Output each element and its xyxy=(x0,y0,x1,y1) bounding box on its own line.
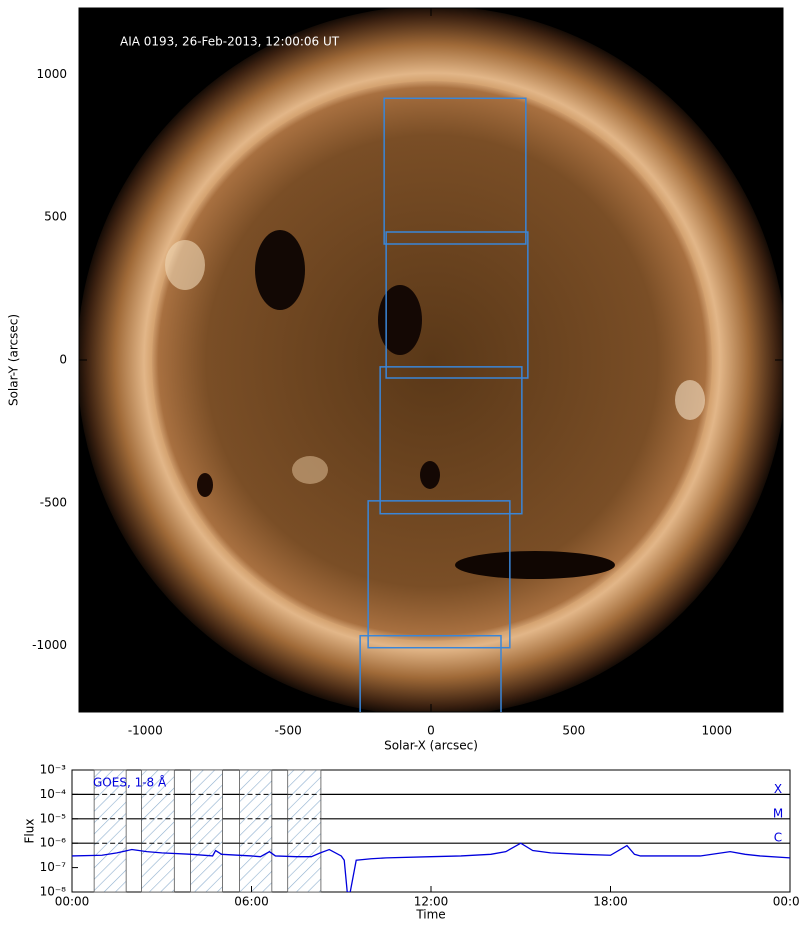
fov-box xyxy=(379,366,523,515)
series xyxy=(72,842,790,892)
y-tick-label: 10⁻⁷ xyxy=(40,860,67,874)
x-tick-label: 18:00 xyxy=(593,895,628,909)
solar-image xyxy=(79,8,783,712)
x-tick-label: -500 xyxy=(275,724,302,738)
x-tick-label: 06:00 xyxy=(234,895,269,909)
x-tick-label: -1000 xyxy=(128,724,163,738)
flux-line xyxy=(72,842,790,892)
level-label: X xyxy=(774,782,782,796)
x-tick-label: 12:00 xyxy=(414,895,449,909)
interval xyxy=(93,769,127,893)
interval xyxy=(239,769,273,893)
y-axis-label: Flux xyxy=(23,819,37,844)
y-tick-label: 1000 xyxy=(36,67,67,81)
fov-box xyxy=(385,231,529,379)
level-label: M xyxy=(773,806,783,820)
x-tick-label: 00:00 xyxy=(773,895,799,909)
interval xyxy=(141,769,175,893)
x-tick-label: 1000 xyxy=(701,724,732,738)
x-tick-label: 500 xyxy=(562,724,585,738)
fov-box xyxy=(367,500,511,649)
fov-box xyxy=(383,97,527,245)
plot-frame xyxy=(71,769,791,893)
y-tick-label: 10⁻³ xyxy=(40,763,67,777)
level-label: C xyxy=(774,831,782,845)
annotation: AIA 0193, 26-Feb-2013, 12:00:06 UT xyxy=(120,35,340,49)
y-tick-label: -1000 xyxy=(32,638,67,652)
y-axis-label: Solar-Y (arcsec) xyxy=(7,314,21,406)
x-tick-label: 00:00 xyxy=(55,895,90,909)
x-tick-label: 0 xyxy=(427,724,435,738)
interval xyxy=(287,769,322,893)
interval xyxy=(190,769,223,893)
x-axis-label: Time xyxy=(415,908,445,922)
annotation: GOES, 1-8 Å xyxy=(93,775,167,790)
y-tick-label: -500 xyxy=(40,495,67,509)
x-axis-label: Solar-X (arcsec) xyxy=(384,739,478,753)
boxes xyxy=(359,97,529,712)
y-tick-label: 500 xyxy=(44,210,67,224)
y-tick-label: 10⁻⁸ xyxy=(40,885,67,899)
fov-box xyxy=(359,634,502,712)
y-tick-label: 10⁻⁵ xyxy=(40,811,67,825)
y-tick-label: 10⁻⁴ xyxy=(40,787,67,801)
y-tick-label: 0 xyxy=(59,353,67,367)
y-tick-label: 10⁻⁶ xyxy=(40,836,67,850)
